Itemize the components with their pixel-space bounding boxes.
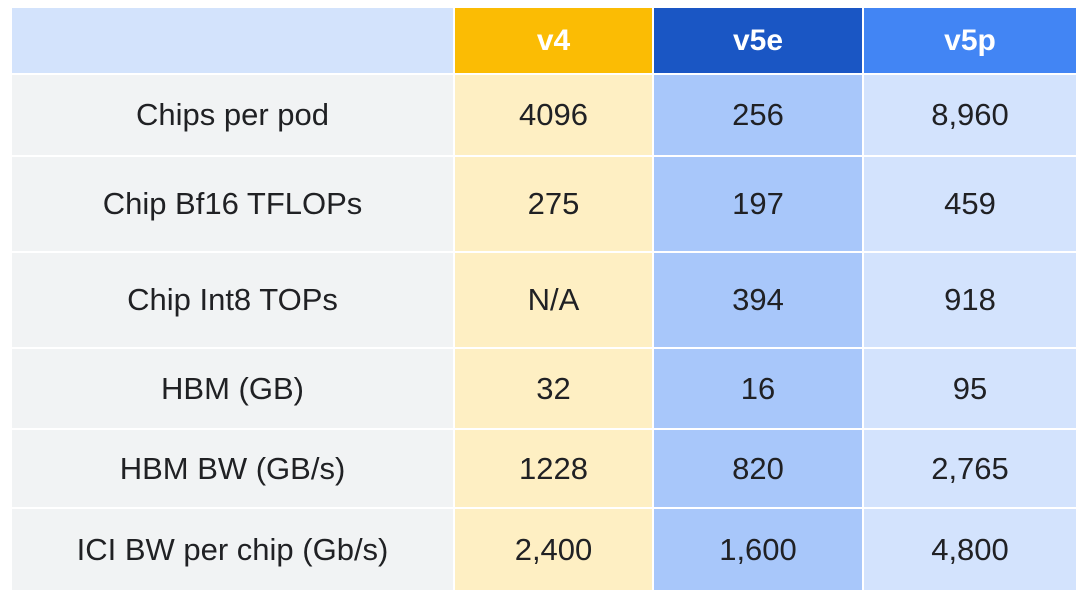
row-label: Chips per pod — [12, 75, 453, 155]
table-cell: 1228 — [455, 430, 652, 507]
row-label: HBM BW (GB/s) — [12, 430, 453, 507]
column-header: v4 — [455, 8, 652, 73]
table-cell: 4,800 — [864, 509, 1076, 590]
table-cell: 918 — [864, 253, 1076, 347]
table-cell: 394 — [654, 253, 862, 347]
table-cell: 275 — [455, 157, 652, 251]
table-cell: 1,600 — [654, 509, 862, 590]
table-cell: 2,765 — [864, 430, 1076, 507]
row-label: HBM (GB) — [12, 349, 453, 428]
row-label: Chip Int8 TOPs — [12, 253, 453, 347]
table-cell: N/A — [455, 253, 652, 347]
table-cell: 32 — [455, 349, 652, 428]
table-cell: 2,400 — [455, 509, 652, 590]
row-label: ICI BW per chip (Gb/s) — [12, 509, 453, 590]
table-cell: 197 — [654, 157, 862, 251]
table-cell: 95 — [864, 349, 1076, 428]
table-cell: 820 — [654, 430, 862, 507]
table-cell: 459 — [864, 157, 1076, 251]
row-label: Chip Bf16 TFLOPs — [12, 157, 453, 251]
table-cell: 4096 — [455, 75, 652, 155]
table-cell: 8,960 — [864, 75, 1076, 155]
header-corner — [12, 8, 453, 73]
column-header: v5e — [654, 8, 862, 73]
table-cell: 16 — [654, 349, 862, 428]
table-cell: 256 — [654, 75, 862, 155]
column-header: v5p — [864, 8, 1076, 73]
comparison-table: v4 v5e v5p Chips per pod 4096 256 8,960 Chip Bf… — [12, 8, 1076, 590]
